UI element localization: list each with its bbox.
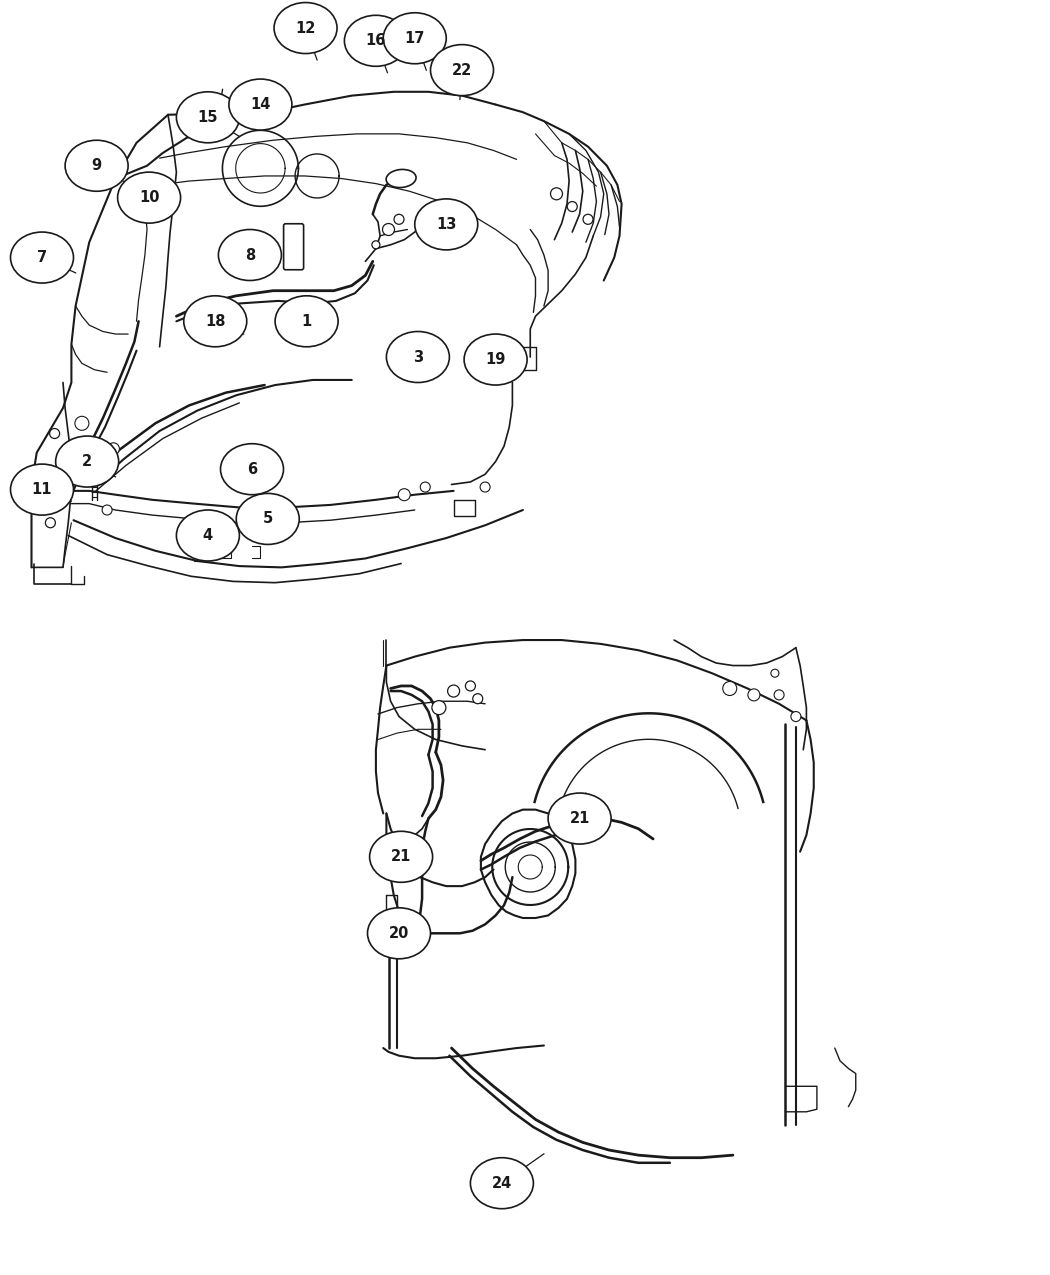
Ellipse shape: [176, 92, 239, 143]
Text: 11: 11: [32, 482, 52, 497]
Text: 20: 20: [388, 926, 410, 941]
Text: 16: 16: [365, 33, 386, 48]
Text: 4: 4: [203, 528, 213, 543]
Ellipse shape: [65, 140, 128, 191]
Ellipse shape: [176, 510, 239, 561]
Text: 15: 15: [197, 110, 218, 125]
Text: 21: 21: [391, 849, 412, 864]
Text: 2: 2: [82, 454, 92, 469]
Text: 13: 13: [436, 217, 457, 232]
Text: 18: 18: [205, 314, 226, 329]
Ellipse shape: [56, 436, 119, 487]
Ellipse shape: [415, 199, 478, 250]
Circle shape: [49, 428, 60, 439]
Ellipse shape: [10, 232, 74, 283]
Text: 10: 10: [139, 190, 160, 205]
Ellipse shape: [229, 79, 292, 130]
Circle shape: [771, 669, 779, 677]
Circle shape: [432, 701, 446, 714]
Text: 6: 6: [247, 462, 257, 477]
Circle shape: [465, 681, 476, 691]
Circle shape: [102, 505, 112, 515]
Ellipse shape: [344, 15, 407, 66]
Circle shape: [220, 541, 231, 551]
Ellipse shape: [430, 45, 494, 96]
Circle shape: [372, 241, 380, 249]
Ellipse shape: [184, 296, 247, 347]
Text: 12: 12: [295, 20, 316, 36]
Circle shape: [567, 201, 578, 212]
Text: 24: 24: [491, 1176, 512, 1191]
Text: 22: 22: [452, 62, 472, 78]
Ellipse shape: [386, 332, 449, 382]
Text: 5: 5: [262, 511, 273, 527]
Circle shape: [480, 482, 490, 492]
Text: 8: 8: [245, 247, 255, 263]
Circle shape: [774, 690, 784, 700]
FancyBboxPatch shape: [284, 223, 303, 270]
Text: 14: 14: [250, 97, 271, 112]
Circle shape: [791, 711, 801, 722]
Text: 17: 17: [404, 31, 425, 46]
Text: 19: 19: [485, 352, 506, 367]
Circle shape: [583, 214, 593, 224]
Ellipse shape: [464, 334, 527, 385]
Ellipse shape: [383, 13, 446, 64]
Ellipse shape: [470, 1158, 533, 1209]
Circle shape: [382, 223, 395, 236]
Ellipse shape: [368, 908, 430, 959]
Ellipse shape: [118, 172, 181, 223]
Ellipse shape: [220, 444, 284, 495]
Circle shape: [748, 688, 760, 701]
Circle shape: [447, 685, 460, 697]
Circle shape: [722, 682, 737, 695]
Circle shape: [472, 694, 483, 704]
Ellipse shape: [275, 296, 338, 347]
Ellipse shape: [236, 493, 299, 544]
Text: 21: 21: [569, 811, 590, 826]
Circle shape: [45, 481, 60, 493]
Circle shape: [107, 442, 120, 455]
Ellipse shape: [386, 170, 416, 187]
Circle shape: [394, 214, 404, 224]
Circle shape: [45, 518, 56, 528]
Text: 1: 1: [301, 314, 312, 329]
Ellipse shape: [548, 793, 611, 844]
Text: 7: 7: [37, 250, 47, 265]
Text: 3: 3: [413, 349, 423, 365]
Text: 9: 9: [91, 158, 102, 173]
Ellipse shape: [370, 831, 433, 882]
Circle shape: [420, 482, 430, 492]
Circle shape: [75, 417, 89, 430]
Circle shape: [398, 488, 411, 501]
Ellipse shape: [10, 464, 74, 515]
Ellipse shape: [218, 230, 281, 280]
Circle shape: [550, 187, 563, 200]
Ellipse shape: [274, 3, 337, 54]
